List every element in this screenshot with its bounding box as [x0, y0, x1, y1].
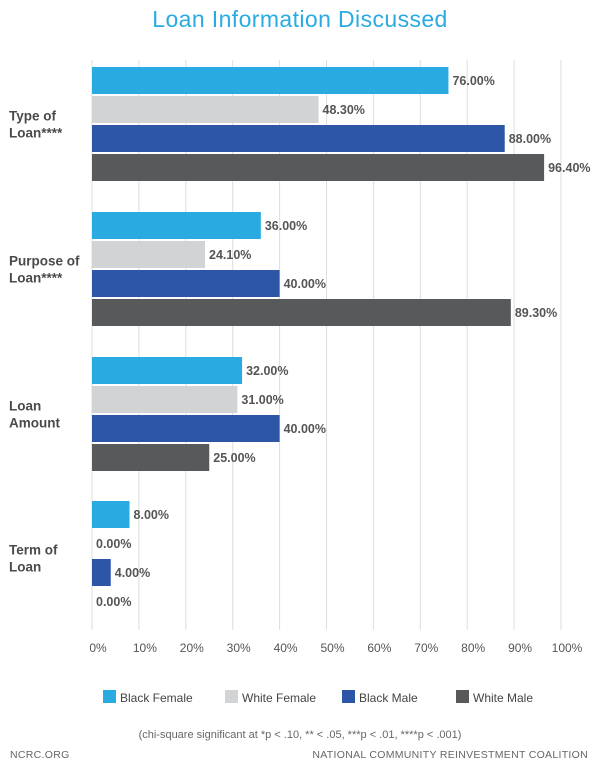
data-label: 96.40%	[548, 161, 590, 175]
x-tick-label: 30%	[227, 641, 251, 655]
x-tick-label: 40%	[274, 641, 298, 655]
x-tick-label: 0%	[89, 641, 107, 655]
footer-site: NCRC.ORG	[10, 749, 70, 761]
bar	[92, 67, 449, 94]
data-label: 4.00%	[115, 566, 150, 580]
chart-title: Loan Information Discussed	[152, 6, 448, 32]
x-tick-label: 20%	[180, 641, 204, 655]
data-label: 88.00%	[509, 132, 551, 146]
bar	[92, 241, 206, 268]
legend-label: Black Male	[359, 691, 418, 705]
category-label-line: Purpose of	[9, 254, 80, 269]
footer-organization: NATIONAL COMMUNITY REINVESTMENT COALITIO…	[312, 749, 588, 761]
x-tick-label: 90%	[508, 641, 532, 655]
bar	[92, 357, 243, 384]
category-label-line: Term of	[9, 543, 58, 558]
bar	[92, 270, 280, 297]
data-label: 8.00%	[134, 508, 169, 522]
category-label-line: Loan	[9, 560, 41, 575]
category-label: Purpose of Loan****	[9, 254, 80, 286]
bar	[92, 386, 238, 413]
data-label: 48.30%	[323, 103, 365, 117]
bar	[92, 415, 280, 442]
category-label: Type of Loan****	[9, 109, 63, 141]
data-label: 0.00%	[96, 537, 131, 551]
category-label-line: Loan****	[9, 271, 63, 286]
category-label-line: Amount	[9, 416, 60, 431]
x-tick-label: 60%	[367, 641, 391, 655]
chart-footnote: (chi-square significant at *p < .10, ** …	[138, 729, 462, 741]
legend-label: White Male	[473, 691, 533, 705]
data-label: 36.00%	[265, 219, 307, 233]
data-label: 76.00%	[452, 74, 494, 88]
bar	[92, 444, 210, 471]
data-label: 40.00%	[284, 277, 326, 291]
bar	[92, 299, 511, 326]
data-label: 89.30%	[515, 306, 557, 320]
x-tick-label: 10%	[133, 641, 157, 655]
legend-label: Black Female	[120, 691, 193, 705]
bar	[92, 96, 319, 123]
data-label: 32.00%	[246, 364, 288, 378]
bar	[92, 559, 111, 586]
data-label: 0.00%	[96, 595, 131, 609]
legend-swatch	[103, 690, 116, 703]
data-label: 25.00%	[213, 451, 255, 465]
data-label: 31.00%	[241, 393, 283, 407]
legend-label: White Female	[242, 691, 316, 705]
x-tick-label: 80%	[461, 641, 485, 655]
legend-swatch	[342, 690, 355, 703]
category-label-line: Type of	[9, 109, 57, 124]
bar	[92, 154, 545, 181]
bar	[92, 501, 130, 528]
bar	[92, 125, 505, 152]
data-label: 24.10%	[209, 248, 251, 262]
category-label-line: Loan****	[9, 126, 63, 141]
category-label-line: Loan	[9, 399, 41, 414]
x-tick-label: 70%	[414, 641, 438, 655]
legend-swatch	[456, 690, 469, 703]
category-label: Loan Amount	[9, 399, 60, 431]
bar	[92, 212, 261, 239]
legend-swatch	[225, 690, 238, 703]
x-tick-label: 100%	[552, 641, 583, 655]
x-tick-label: 50%	[320, 641, 344, 655]
data-label: 40.00%	[284, 422, 326, 436]
category-label: Term of Loan	[9, 543, 58, 575]
